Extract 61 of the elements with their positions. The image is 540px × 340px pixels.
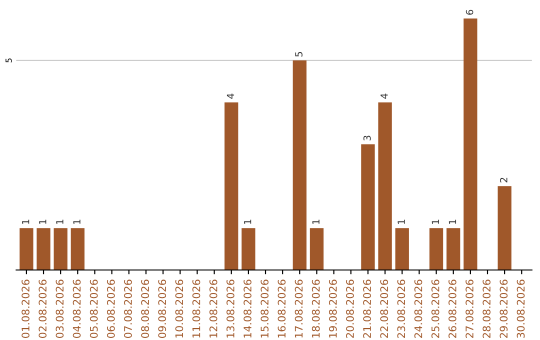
data-label: 1 <box>398 220 405 224</box>
x-tick-label: 01.08.2026 <box>22 280 30 338</box>
data-label: 1 <box>73 220 80 224</box>
x-tick-label: 28.08.2026 <box>482 280 491 338</box>
x-tick-label: 16.08.2026 <box>278 280 286 338</box>
bar <box>378 102 392 270</box>
data-label: 1 <box>39 220 46 224</box>
bar <box>310 228 324 270</box>
bar <box>429 228 444 270</box>
ref-line-label: 5 <box>6 58 12 62</box>
bar <box>361 144 375 270</box>
x-tick-label: 19.08.2026 <box>328 280 337 338</box>
data-label: 3 <box>363 136 371 140</box>
bar <box>70 228 85 270</box>
x-tick-label: 20.08.2026 <box>346 280 354 338</box>
x-tick-label: 15.08.2026 <box>260 280 269 338</box>
x-tick-label: 25.08.2026 <box>431 280 440 338</box>
x-tick-label: 11.08.2026 <box>192 280 200 338</box>
x-tick-label: 04.08.2026 <box>72 280 81 338</box>
x-tick-label: 22.08.2026 <box>380 280 388 338</box>
bar <box>54 228 68 270</box>
x-tick-label: 17.08.2026 <box>294 280 303 338</box>
x-tick-label: 21.08.2026 <box>363 280 371 338</box>
x-tick-label: 30.08.2026 <box>516 280 525 338</box>
bar <box>292 60 306 270</box>
x-tick-label: 24.08.2026 <box>414 280 422 338</box>
bar <box>464 18 478 270</box>
x-tick-label: 14.08.2026 <box>244 280 252 338</box>
bar <box>395 228 409 270</box>
x-tick-label: 07.08.2026 <box>124 280 132 338</box>
x-tick-label: 23.08.2026 <box>397 280 406 338</box>
x-tick-label: 09.08.2026 <box>158 280 166 338</box>
x-tick-label: 10.08.2026 <box>175 280 184 338</box>
bar <box>498 186 512 270</box>
data-label: 1 <box>56 220 64 224</box>
data-label: 1 <box>312 220 320 224</box>
data-label: 2 <box>500 178 508 182</box>
x-tick-label: 06.08.2026 <box>106 280 115 338</box>
data-label: 4 <box>380 94 388 99</box>
data-label: 1 <box>432 220 439 224</box>
x-tick-label: 18.08.2026 <box>312 280 320 338</box>
bar <box>20 228 34 270</box>
data-label: 1 <box>244 220 252 224</box>
x-tick-label: 29.08.2026 <box>500 280 508 338</box>
x-tick-label: 08.08.2026 <box>141 280 149 338</box>
x-tick-label: 12.08.2026 <box>209 280 218 338</box>
data-label: 5 <box>295 52 302 57</box>
x-tick-label: 03.08.2026 <box>56 280 64 338</box>
data-label: 4 <box>226 94 234 99</box>
x-tick-label: 05.08.2026 <box>90 280 98 338</box>
bar <box>242 228 256 270</box>
x-tick-label: 27.08.2026 <box>466 280 474 338</box>
x-tick-label: 13.08.2026 <box>226 280 234 338</box>
data-label: 1 <box>22 220 30 224</box>
data-label: 6 <box>466 10 474 15</box>
x-tick-label: 02.08.2026 <box>38 280 47 338</box>
bar <box>36 228 50 270</box>
x-tick-label: 26.08.2026 <box>448 280 456 338</box>
bar <box>224 102 238 270</box>
data-label: 1 <box>448 220 456 224</box>
bar <box>446 228 460 270</box>
